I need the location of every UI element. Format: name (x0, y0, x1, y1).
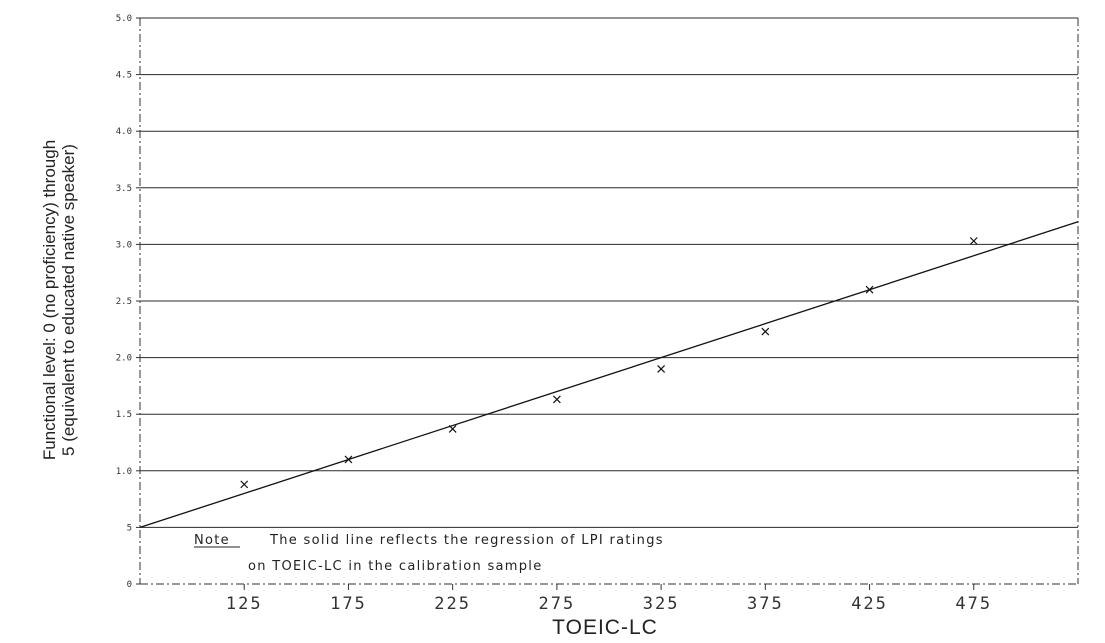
y-tick-labels: 0 5 1.0 1.5 2.0 2.5 3.0 3.5 4.0 4.5 5.0 (116, 14, 140, 590)
data-point (448, 424, 457, 433)
y-tick-label: 3.5 (116, 184, 132, 194)
x-tick-label: 175 (330, 594, 367, 614)
y-tick-label: 1.5 (116, 410, 132, 420)
y-tick-label: 3.0 (116, 240, 132, 250)
regression-line (139, 221, 1079, 529)
note-line-1: The solid line reflects the regression o… (269, 533, 664, 548)
note-label: Note (194, 533, 230, 548)
data-point (552, 395, 561, 404)
data-point (657, 364, 666, 373)
note-annotation: Note The solid line reflects the regress… (194, 533, 664, 574)
y-tick-label: 5 (127, 523, 132, 533)
note-line-2: on TOEIC-LC in the calibration sample (248, 559, 543, 574)
data-point (344, 455, 353, 464)
x-tick-labels: 125 175 225 275 325 375 425 475 (226, 584, 992, 614)
x-tick-label: 375 (747, 594, 784, 614)
y-tick-label: 5.0 (116, 14, 132, 24)
x-tick-label: 475 (955, 594, 992, 614)
y-tick-label: 0 (127, 580, 132, 590)
scatter-points (240, 237, 978, 489)
y-axis-title: Functional level: 0 (no proficiency) thr… (40, 140, 78, 460)
y-axis-title-line1: Functional level: 0 (no proficiency) thr… (40, 140, 59, 460)
y-tick-label: 4.5 (116, 71, 132, 81)
grid-lines (140, 17, 1078, 528)
x-tick-label: 275 (539, 594, 576, 614)
x-tick-label: 125 (226, 594, 263, 614)
x-tick-label: 325 (643, 594, 680, 614)
y-tick-label: 2.5 (116, 297, 132, 307)
data-point (761, 327, 770, 336)
data-point (969, 237, 978, 245)
y-tick-label: 2.0 (116, 354, 132, 364)
y-axis-title-line2: 5 (equivalent to educated native speaker… (59, 144, 78, 456)
y-tick-label: 1.0 (116, 467, 132, 477)
x-axis-title: TOEIC-LC (552, 616, 658, 639)
data-point (240, 480, 249, 489)
data-point (865, 285, 874, 294)
x-tick-label: 225 (434, 594, 471, 614)
y-tick-label: 4.0 (116, 127, 132, 137)
x-tick-label: 425 (851, 594, 888, 614)
